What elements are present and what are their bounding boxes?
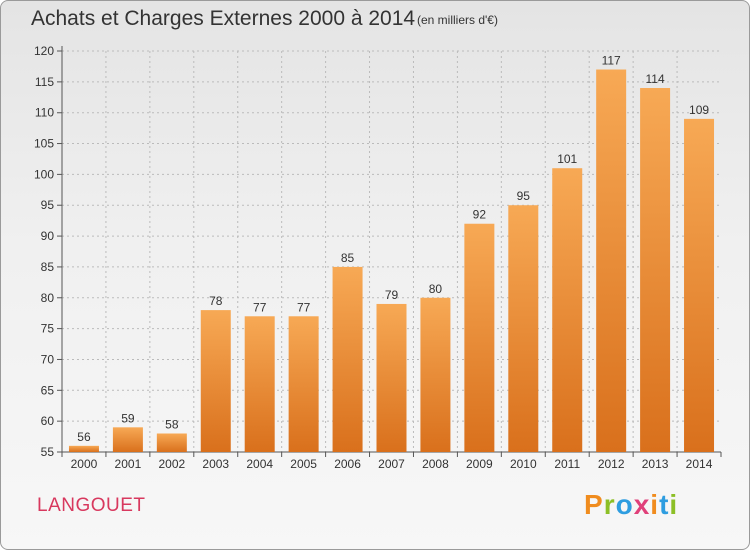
y-tick-label: 65 [41, 383, 55, 397]
data-label-2006: 85 [341, 251, 355, 265]
bar-2002 [156, 433, 187, 452]
x-tick-label-2008: 2008 [422, 457, 449, 471]
chart-title: Achats et Charges Externes 2000 à 2014 [31, 7, 416, 30]
data-label-2012: 117 [602, 54, 621, 68]
bar-2014 [684, 118, 715, 452]
y-tick-label: 80 [41, 291, 55, 305]
x-tick-label-2013: 2013 [642, 457, 669, 471]
data-label-2005: 77 [297, 300, 311, 314]
y-tick-label: 105 [34, 137, 54, 151]
brand-letter: i [669, 489, 679, 520]
bar-2004 [244, 316, 275, 452]
bars [68, 69, 715, 452]
y-tick-label: 70 [41, 352, 55, 366]
data-label-2008: 80 [429, 282, 443, 296]
bar-2012 [596, 69, 627, 452]
y-tick-label: 100 [34, 167, 54, 181]
x-tick-label-2012: 2012 [598, 457, 625, 471]
brand-letter: t [659, 489, 670, 520]
y-tick-label: 60 [41, 414, 55, 428]
x-tick-label-2009: 2009 [466, 457, 493, 471]
y-tick-label: 95 [41, 198, 55, 212]
chart-subtitle: (en milliers d'€) [417, 13, 498, 27]
bar-2005 [288, 316, 319, 452]
brand-letter: x [633, 489, 651, 520]
bar-2013 [640, 88, 671, 452]
brand-logo: Proxiti [584, 489, 678, 521]
y-tick-label: 85 [41, 260, 55, 274]
y-tick-label: 55 [41, 445, 55, 459]
y-tick-label: 75 [41, 322, 55, 336]
bar-2010 [508, 205, 539, 452]
data-label-2004: 77 [253, 300, 267, 314]
data-label-2001: 59 [121, 411, 135, 425]
brand-letter: o [615, 489, 634, 520]
data-label-2003: 78 [209, 294, 223, 308]
y-tick-label: 120 [34, 44, 54, 58]
data-labels: 56 59 58 78 77 77 85 79 80 92 95 101 117 114 109 [77, 54, 709, 444]
bar-2009 [464, 223, 495, 452]
bar-2006 [332, 266, 363, 452]
bar-2003 [200, 310, 231, 452]
data-label-2002: 58 [165, 417, 179, 431]
brand-letter: i [650, 489, 660, 520]
bar-2007 [376, 303, 407, 452]
x-tick-label-2004: 2004 [246, 457, 273, 471]
x-tick-label-2003: 2003 [202, 457, 229, 471]
commune-name: LANGOUET [37, 495, 146, 516]
x-tick-label-2011: 2011 [554, 457, 580, 471]
brand-letter: P [584, 489, 604, 520]
brand-letter: r [603, 489, 616, 520]
bar-2008 [420, 297, 451, 452]
x-tick-labels: 2000 2001 2002 2003 2004 2005 2006 2007 2008 2009… [71, 457, 713, 471]
bar-2001 [112, 427, 143, 452]
data-label-2011: 101 [557, 152, 577, 166]
x-tick-label-2014: 2014 [686, 457, 713, 471]
y-tick-label: 110 [35, 106, 54, 120]
x-tick-label-2010: 2010 [510, 457, 537, 471]
data-label-2010: 95 [517, 189, 531, 203]
bar-2000 [68, 445, 99, 452]
data-label-2009: 92 [473, 208, 487, 222]
x-tick-label-2000: 2000 [71, 457, 98, 471]
y-tick-label: 115 [35, 75, 54, 89]
x-tick-label-2002: 2002 [158, 457, 185, 471]
grid-lines [62, 50, 721, 452]
data-label-2000: 56 [77, 430, 91, 444]
y-tick-labels: 55 60 65 70 75 80 85 90 95 100 105 110 115 120 [34, 44, 54, 459]
x-tick-label-2007: 2007 [378, 457, 405, 471]
bar-2011 [552, 168, 583, 452]
data-label-2014: 109 [689, 103, 709, 117]
y-tick-label: 90 [41, 229, 55, 243]
x-tick-label-2006: 2006 [334, 457, 361, 471]
data-label-2007: 79 [385, 288, 399, 302]
data-label-2013: 114 [646, 72, 665, 86]
x-tick-label-2001: 2001 [115, 457, 142, 471]
x-tick-label-2005: 2005 [290, 457, 317, 471]
